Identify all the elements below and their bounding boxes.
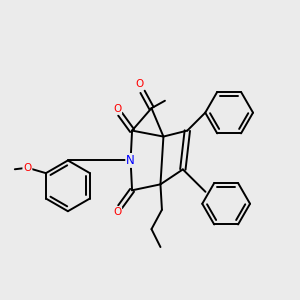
Text: O: O [23,163,32,173]
Text: O: O [113,104,121,114]
Text: O: O [135,79,144,89]
Text: N: N [126,154,135,167]
Text: O: O [113,207,121,217]
